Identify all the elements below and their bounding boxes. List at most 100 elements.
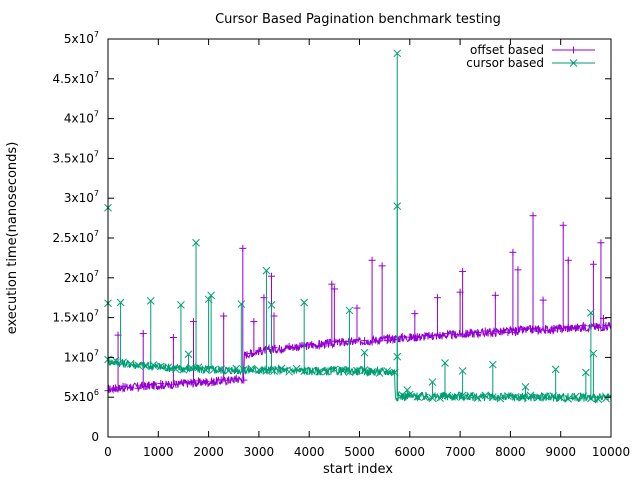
data-point-marker (474, 328, 482, 336)
data-point-marker (534, 327, 542, 335)
chart-title: Cursor Based Pagination benchmark testin… (215, 12, 501, 27)
y-tick-mantissa: 4x10 (64, 112, 94, 126)
data-point-marker (526, 391, 535, 400)
data-point-marker (579, 392, 588, 400)
data-point-marker (142, 382, 150, 390)
x-axis: 0 1000 2000 3000 4000 5000 6000 7000 8000 9000 100… (104, 39, 630, 459)
spike-marker (551, 365, 560, 374)
spike-marker (514, 266, 522, 274)
data-point-marker (172, 365, 180, 374)
y-tick-mantissa: 2.5x10 (52, 231, 93, 245)
spike-marker (428, 378, 437, 386)
data-point-marker (602, 394, 610, 403)
y-tick-exponent: 6 (94, 388, 99, 397)
data-point-marker (443, 391, 452, 400)
y-tick-label: 4.5x107 (52, 70, 99, 86)
data-point-marker (376, 337, 384, 345)
data-point-marker (368, 367, 376, 376)
data-point-marker (504, 392, 512, 400)
y-tick-exponent: 7 (94, 189, 99, 198)
data-point-marker (330, 365, 339, 374)
data-point-marker (481, 391, 490, 400)
data-point-marker (293, 343, 301, 351)
data-point-marker (421, 393, 429, 402)
spike-marker (581, 368, 590, 377)
y-axis-label: execution time(nanoseconds) (5, 142, 20, 335)
y-axis: 05x1061x1071.5x1072x1072.5x1073x1073.5x1… (52, 30, 611, 444)
data-point-marker (571, 392, 580, 401)
data-point-marker (277, 364, 286, 373)
data-point-marker (406, 333, 414, 341)
y-tick-mantissa: 4.5x10 (52, 72, 93, 86)
x-tick-label: 8000 (495, 445, 526, 459)
y-tick-label: 1.5x107 (52, 309, 99, 325)
spike-marker (589, 349, 598, 358)
data-point-marker (134, 384, 142, 392)
data-point-marker (202, 377, 210, 385)
y-tick-exponent: 7 (94, 269, 99, 278)
y-tick-exponent: 7 (94, 110, 99, 119)
x-tick-label: 2000 (193, 445, 224, 459)
data-point-marker (353, 336, 361, 344)
y-tick-exponent: 7 (94, 309, 99, 318)
y-tick-label: 5x106 (64, 388, 99, 404)
data-point-marker (602, 322, 610, 330)
spike-marker (393, 49, 402, 58)
data-point-marker (172, 380, 180, 388)
spike-marker (378, 262, 386, 270)
data-point-marker (255, 347, 263, 355)
data-point-marker (466, 392, 475, 400)
legend-label: cursor based (466, 56, 544, 70)
data-point-marker (285, 342, 293, 350)
data-point-marker (338, 338, 346, 346)
spike-marker (393, 202, 402, 211)
data-point-marker (179, 365, 188, 374)
x-tick-label: 5000 (344, 445, 375, 459)
data-point-marker (398, 391, 407, 399)
plot-area (104, 49, 612, 404)
data-point-marker (232, 374, 240, 382)
data-point-marker (527, 325, 535, 333)
data-point-marker (390, 368, 399, 377)
y-tick-mantissa: 1x10 (64, 350, 94, 364)
x-tick-label: 0 (104, 445, 112, 459)
data-point-marker (368, 338, 376, 346)
data-point-marker (587, 394, 595, 403)
data-point-marker (240, 376, 248, 384)
data-point-marker (572, 324, 580, 332)
data-point-marker (187, 378, 195, 386)
data-point-marker (262, 367, 271, 375)
data-point-marker (239, 365, 248, 374)
data-point-marker (481, 327, 489, 335)
data-point-marker (292, 364, 301, 373)
y-tick-label: 3x107 (64, 189, 99, 205)
y-tick-mantissa: 5x10 (64, 390, 94, 404)
data-point-marker (421, 332, 429, 340)
y-tick-exponent: 7 (94, 30, 99, 39)
data-point-marker (307, 367, 316, 375)
spike-marker (433, 294, 441, 302)
x-tick-label: 7000 (445, 445, 476, 459)
spike-marker (559, 221, 567, 229)
data-point-marker (496, 394, 505, 403)
y-tick-label: 2.5x107 (52, 229, 99, 245)
data-point-marker (195, 377, 203, 385)
y-tick-exponent: 7 (94, 70, 99, 79)
data-point-marker (504, 328, 512, 336)
y-tick-mantissa: 5x10 (64, 32, 94, 46)
spike-marker (393, 352, 402, 361)
data-point-marker (473, 393, 482, 402)
data-point-marker (126, 359, 135, 368)
spike-marker (597, 239, 605, 247)
data-point-marker (323, 339, 331, 347)
data-point-marker (405, 390, 414, 399)
data-point-marker (549, 327, 557, 335)
spike-marker (139, 330, 147, 338)
spike-marker (360, 348, 369, 357)
spike-marker (509, 248, 517, 256)
y-tick-label: 5x107 (64, 30, 99, 46)
spike-marker (330, 285, 338, 293)
data-point-marker (360, 366, 369, 374)
